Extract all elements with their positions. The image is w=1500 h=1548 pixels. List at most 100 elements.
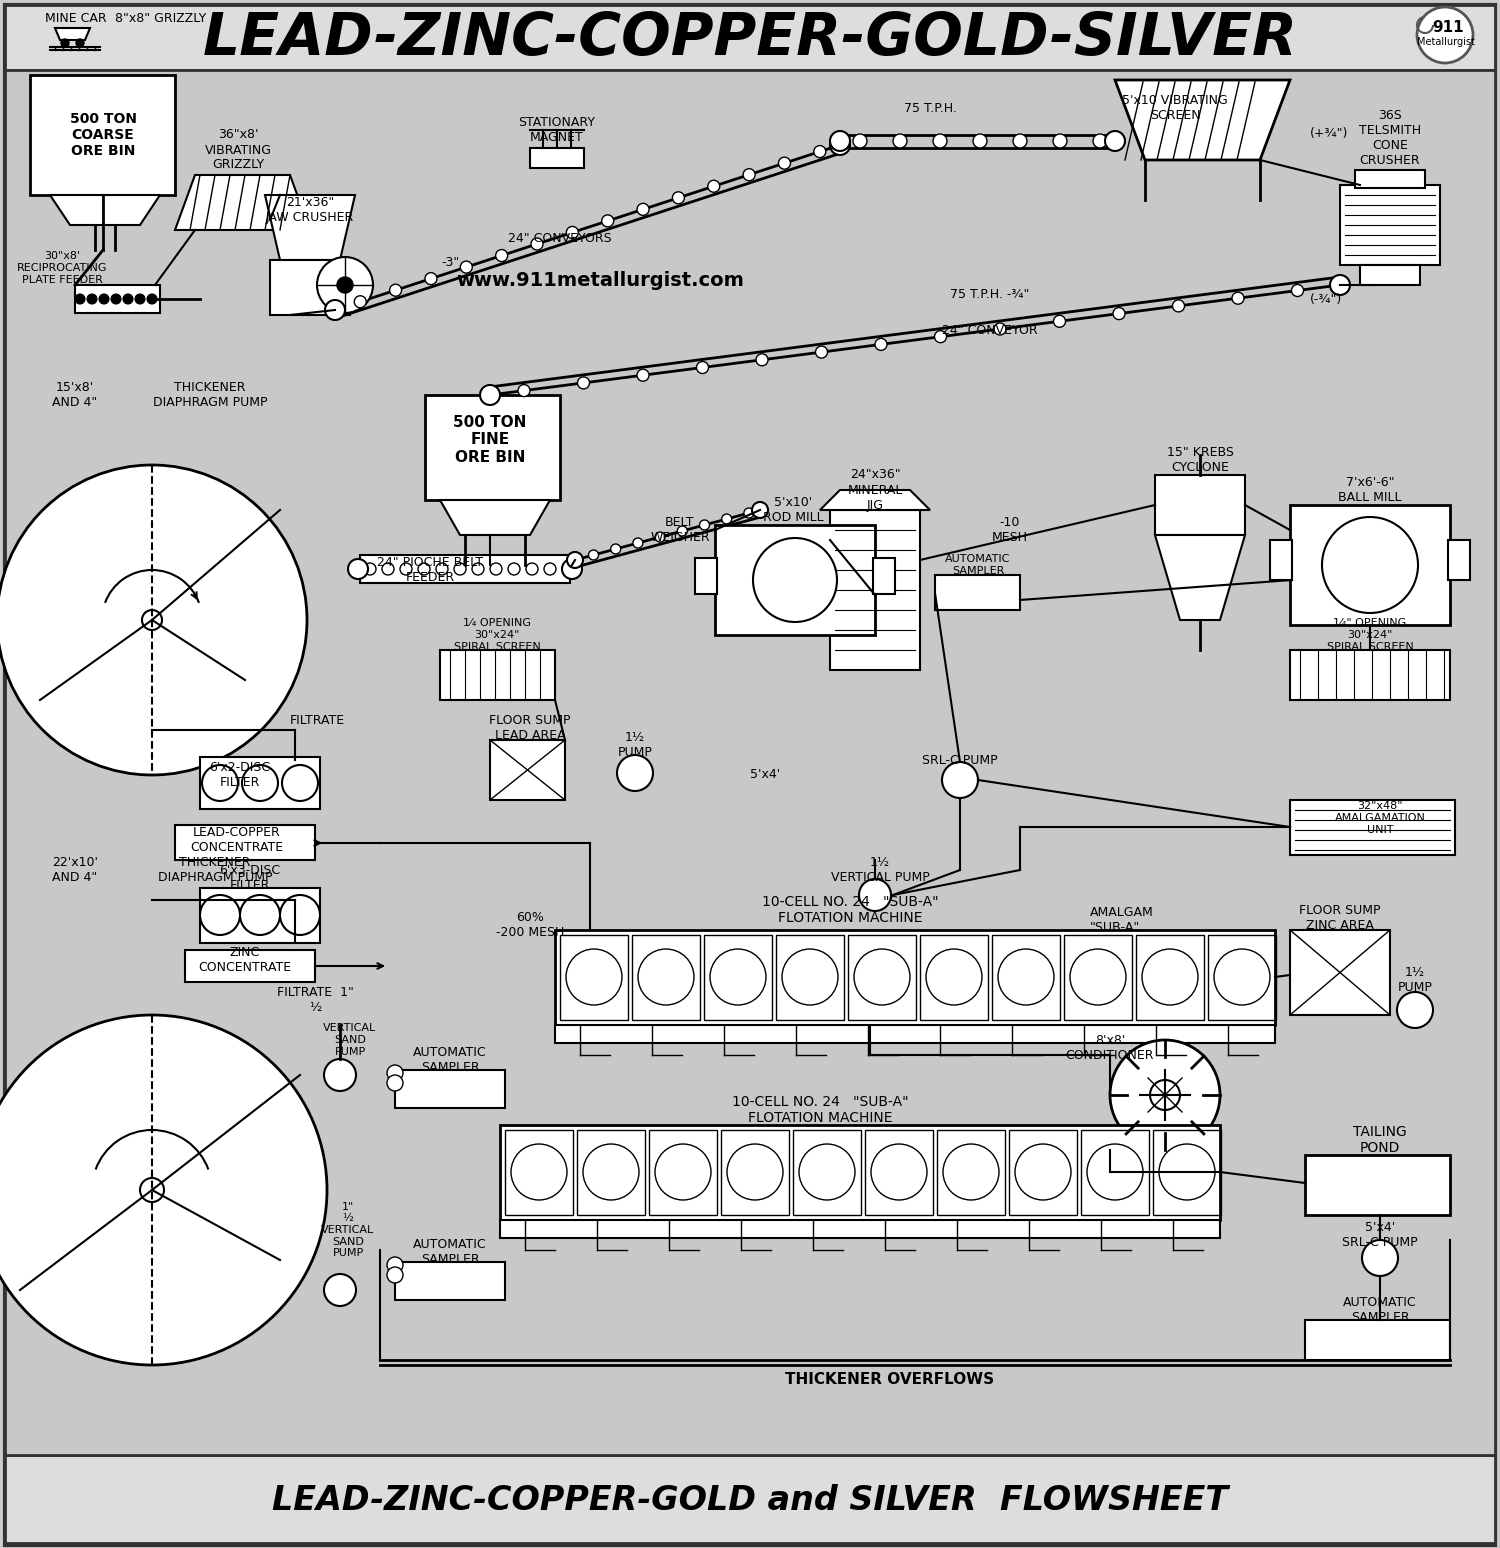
Bar: [650, 1130, 717, 1215]
Text: 1"
½
VERTICAL
SAND
PUMP: 1" ½ VERTICAL SAND PUMP: [321, 1201, 375, 1259]
Bar: [578, 1130, 645, 1215]
Bar: [847, 935, 916, 1020]
Circle shape: [387, 1257, 404, 1272]
Circle shape: [480, 385, 500, 406]
Circle shape: [1330, 276, 1350, 296]
Circle shape: [324, 1059, 356, 1091]
Bar: [200, 757, 320, 810]
Circle shape: [816, 347, 828, 358]
Bar: [776, 935, 844, 1020]
Circle shape: [892, 135, 908, 149]
Polygon shape: [266, 195, 356, 260]
Text: 36"x8'
VIBRATING
GRIZZLY: 36"x8' VIBRATING GRIZZLY: [204, 128, 272, 172]
Text: 75 T.P.H.: 75 T.P.H.: [903, 102, 957, 115]
Circle shape: [123, 294, 134, 303]
Circle shape: [1110, 1040, 1220, 1150]
Text: 5'x4'
SRL-C PUMP: 5'x4' SRL-C PUMP: [1342, 1221, 1418, 1249]
Circle shape: [142, 610, 162, 630]
Circle shape: [1362, 1240, 1398, 1276]
Polygon shape: [1155, 536, 1245, 621]
Text: 5'x4': 5'x4': [750, 768, 780, 782]
Bar: [992, 935, 1060, 1020]
Circle shape: [76, 39, 84, 46]
Circle shape: [0, 1015, 327, 1365]
Circle shape: [578, 376, 590, 389]
Bar: [1360, 265, 1420, 285]
Bar: [200, 889, 320, 943]
Text: 24" CONVEYORS: 24" CONVEYORS: [509, 232, 612, 245]
Circle shape: [387, 1074, 404, 1091]
Circle shape: [495, 249, 507, 262]
Bar: [1010, 1130, 1077, 1215]
Text: 10-CELL NO. 24   "SUB-A"
FLOTATION MACHINE: 10-CELL NO. 24 "SUB-A" FLOTATION MACHINE: [762, 895, 939, 926]
Bar: [500, 1125, 1220, 1220]
Bar: [865, 1130, 933, 1215]
Circle shape: [1113, 308, 1125, 319]
Bar: [184, 950, 315, 981]
Circle shape: [588, 550, 598, 560]
Circle shape: [744, 508, 754, 519]
Circle shape: [994, 324, 1006, 334]
Circle shape: [424, 272, 436, 285]
Bar: [394, 1070, 506, 1108]
Circle shape: [1053, 135, 1066, 149]
Polygon shape: [56, 28, 90, 40]
Text: Metallurgist: Metallurgist: [1418, 37, 1474, 46]
Circle shape: [602, 215, 613, 228]
Text: 36S
TELSMITH
CONE
CRUSHER: 36S TELSMITH CONE CRUSHER: [1359, 108, 1420, 167]
Text: 1½
PUMP: 1½ PUMP: [1398, 966, 1432, 994]
Text: 30"x8'
RECIPROCATING
PLATE FEEDER: 30"x8' RECIPROCATING PLATE FEEDER: [16, 251, 108, 285]
Text: MINE CAR: MINE CAR: [45, 11, 106, 25]
Bar: [873, 557, 895, 594]
Circle shape: [387, 1266, 404, 1283]
Bar: [1208, 935, 1276, 1020]
Circle shape: [696, 362, 708, 373]
Text: THICKENER OVERFLOWS: THICKENER OVERFLOWS: [786, 1373, 994, 1387]
Bar: [30, 74, 176, 195]
Text: 1½
PUMP: 1½ PUMP: [618, 731, 652, 759]
Circle shape: [87, 294, 98, 303]
Circle shape: [678, 526, 687, 536]
Text: AUTOMATIC
SAMPLER: AUTOMATIC SAMPLER: [413, 1238, 488, 1266]
Text: THICKENER
DIAPHRAGM PUMP: THICKENER DIAPHRAGM PUMP: [158, 856, 273, 884]
Bar: [4, 1455, 1496, 1543]
Text: 8'x8'
CONDITIONER: 8'x8' CONDITIONER: [1065, 1034, 1155, 1062]
Bar: [360, 556, 570, 584]
Bar: [920, 935, 988, 1020]
Bar: [1290, 650, 1450, 700]
Circle shape: [526, 563, 538, 574]
Circle shape: [672, 192, 684, 204]
Text: 22'x10'
AND 4": 22'x10' AND 4": [53, 856, 98, 884]
Text: 8"x8" GRIZZLY: 8"x8" GRIZZLY: [116, 11, 206, 25]
Circle shape: [348, 559, 368, 579]
Bar: [530, 149, 584, 169]
Text: SRL-C PUMP: SRL-C PUMP: [922, 754, 998, 766]
Circle shape: [316, 257, 374, 313]
Text: THICKENER
DIAPHRAGM PUMP: THICKENER DIAPHRAGM PUMP: [153, 381, 267, 409]
Circle shape: [338, 277, 352, 293]
Circle shape: [656, 533, 664, 542]
Bar: [716, 525, 874, 635]
Bar: [1290, 505, 1450, 625]
Bar: [934, 574, 1020, 610]
Text: LEAD-COPPER
CONCENTRATE: LEAD-COPPER CONCENTRATE: [190, 827, 284, 854]
Circle shape: [454, 563, 466, 574]
Circle shape: [147, 294, 158, 303]
Circle shape: [830, 132, 850, 152]
Text: 60%
-200 MESH: 60% -200 MESH: [496, 912, 564, 940]
Circle shape: [830, 135, 850, 155]
Text: 15'x8'
AND 4": 15'x8' AND 4": [53, 381, 98, 409]
Circle shape: [567, 226, 579, 238]
Circle shape: [562, 559, 582, 579]
Text: TAILING
POND: TAILING POND: [1353, 1125, 1407, 1155]
Bar: [394, 1262, 506, 1300]
Bar: [1154, 1130, 1221, 1215]
Circle shape: [562, 563, 574, 574]
Text: 500 TON
COARSE
ORE BIN: 500 TON COARSE ORE BIN: [69, 111, 136, 158]
Circle shape: [140, 1178, 164, 1201]
Circle shape: [419, 563, 430, 574]
Circle shape: [390, 285, 402, 296]
Circle shape: [722, 514, 732, 525]
Circle shape: [874, 339, 886, 350]
Circle shape: [436, 563, 448, 574]
